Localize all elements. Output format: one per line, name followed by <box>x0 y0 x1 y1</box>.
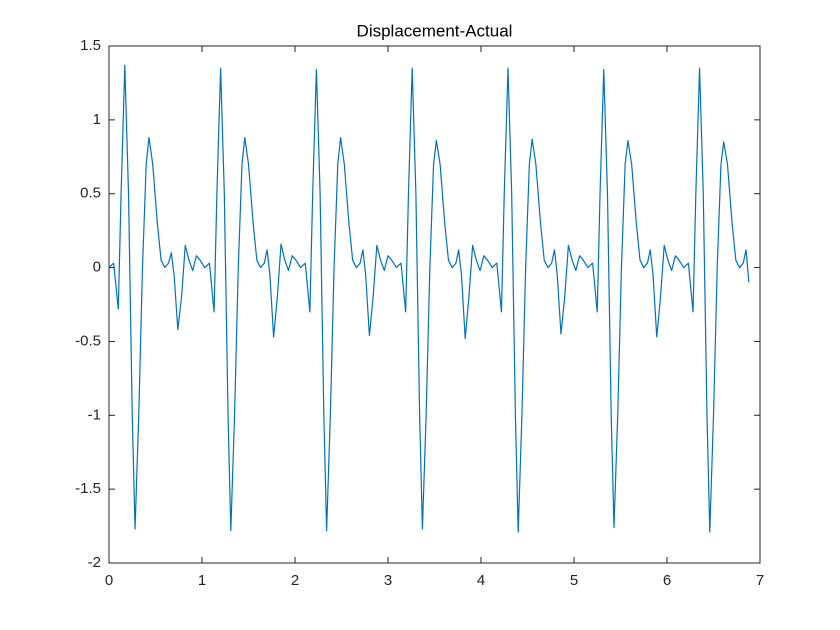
y-tick-label: 0 <box>93 259 101 276</box>
y-tick-label: 0.5 <box>80 185 101 202</box>
y-tick-label: -0.5 <box>75 332 101 349</box>
chart-title: Displacement-Actual <box>357 21 513 40</box>
x-tick-label: 3 <box>384 572 392 589</box>
x-tick-label: 1 <box>198 572 206 589</box>
y-tick-label: -1.5 <box>75 480 101 497</box>
y-tick-label: 1.5 <box>80 37 101 54</box>
y-tick-label: -1 <box>88 406 101 423</box>
x-tick-label: 7 <box>756 572 764 589</box>
x-tick-label: 6 <box>663 572 671 589</box>
y-tick-label: -2 <box>88 554 101 571</box>
x-tick-label: 4 <box>477 572 485 589</box>
x-tick-label: 0 <box>105 572 113 589</box>
y-tick-label: 1 <box>93 111 101 128</box>
data-line <box>108 64 750 533</box>
plot-box <box>108 45 761 564</box>
x-tick-label: 5 <box>570 572 578 589</box>
x-tick-label: 2 <box>291 572 299 589</box>
